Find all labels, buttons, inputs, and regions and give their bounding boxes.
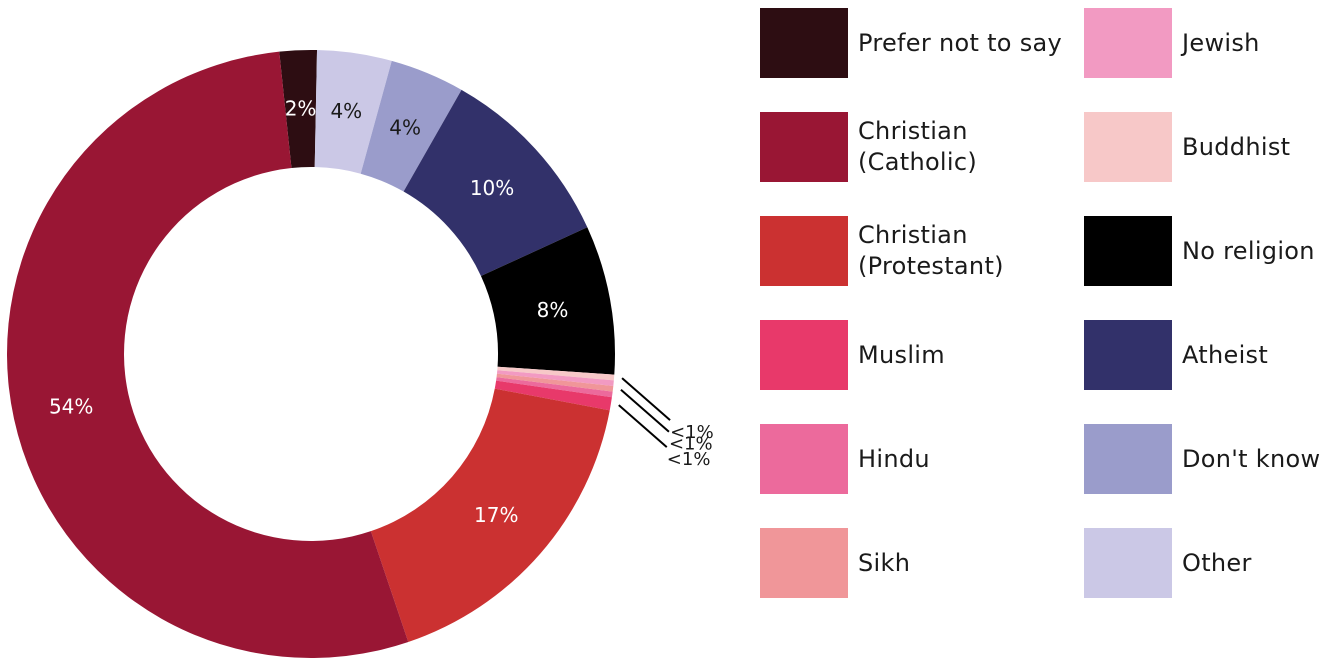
leader-line [618,404,668,448]
slice-jewish [496,370,614,386]
slice-label: 17% [474,503,518,527]
slice-sikh [496,373,614,392]
slice-prefer-not-to-say [279,50,318,169]
slice-label: 10% [470,176,514,200]
slice-buddhist [497,366,615,381]
leader-line [620,388,670,433]
slice-label: 4% [389,115,421,139]
slice-no-religion [480,227,616,375]
slice-label: 54% [49,394,93,418]
slice-muslim [494,380,612,411]
slice-other [314,50,392,174]
slice-label: <1% [669,434,713,455]
slice-christian-catholic- [7,51,409,658]
slice-hindu [496,377,613,398]
slice-atheist [403,89,588,277]
slice-label: <1% [667,449,711,470]
slice-label: <1% [670,422,714,443]
slice-label: 4% [330,99,362,123]
slice-don-t-know [360,60,462,192]
slice-label: 8% [537,298,569,322]
slice-label: 2% [285,97,317,121]
slice-christian-protestant- [370,388,610,643]
leader-line [621,377,671,421]
